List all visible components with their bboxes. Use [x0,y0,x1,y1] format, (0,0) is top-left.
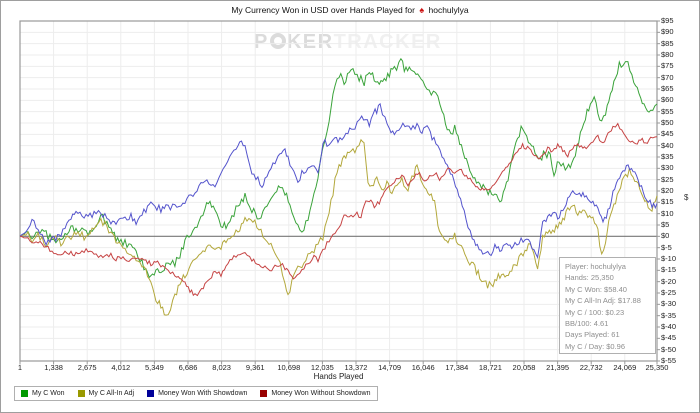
y-tick-label: $-5 [661,242,672,252]
stats-line-won: My C Won: $58.40 [565,284,627,294]
y-tick-label: $10 [661,208,674,218]
series-line-3 [19,122,658,297]
x-tick-label: 20,058 [512,363,536,372]
y-tick-label: $45 [661,129,674,139]
legend-swatch-green [21,390,28,397]
pokertracker-spade-icon: ♠ [419,5,425,15]
watermark-poker-ker: KER [286,31,334,53]
y-tick-label: $-50 [661,344,677,354]
y-tick-label: $75 [661,61,674,71]
chart-title-text: My Currency Won in USD over Hands Played… [231,5,415,15]
player-name: hochulylya [428,5,469,15]
stats-line-allin: My C All-In Adj: $17.88 [565,296,641,306]
x-tick-label: 5,349 [145,363,164,372]
y-tick-label: $-20 [661,276,677,286]
watermark-poker-p: P [254,31,269,53]
y-tick-label: $55 [661,106,674,116]
legend-label: My C All-In Adj [88,390,135,397]
pokertracker-watermark: P KERTRACKER [254,31,442,55]
legend-item-my-c-won: My C Won [21,390,65,397]
series-line-2 [19,102,658,259]
x-tick-label: 10,698 [277,363,301,372]
y-tick-label: $0 [661,231,670,241]
x-tick-label: 25,350 [645,363,669,372]
y-tick-label: $-35 [661,310,677,320]
y-tick-label: $-10 [661,254,677,263]
x-tick-label: 1 [17,363,23,372]
legend-item-without-showdown: Money Won Without Showdown [260,390,371,397]
y-tick-label: $5 [661,220,670,229]
x-tick-label: 1,338 [44,363,63,372]
legend-swatch-olive [77,390,85,397]
y-tick-label: $-45 [661,333,677,343]
stats-line-perday: My C / Day: $0.96 [565,341,626,351]
poker-chip-icon [269,33,286,49]
y-tick-label: $-15 [661,265,677,275]
legend-label: My C Won [32,390,65,397]
y-tick-label: $85 [661,38,674,48]
x-tick-label: 21,395 [546,363,570,372]
y-tick-label: $-40 [661,322,677,331]
legend-item-all-in-adj: My C All-In Adj [77,390,135,397]
x-tick-label: 9,361 [245,363,265,372]
x-tick-label: 8,023 [212,363,231,372]
y-tick-label: $95 [661,16,674,25]
stats-line-per100: My C / 100: $0.23 [565,307,625,317]
x-tick-label: 13,372 [344,363,368,372]
watermark-tracker: TRACKER [333,31,442,53]
stats-line-days: Days Played: 61 [565,330,620,340]
series-line-1 [19,138,658,316]
y-tick-label: $-55 [661,356,677,365]
y-tick-label: $50 [661,118,674,127]
y-tick-label: $60 [661,95,674,105]
x-tick-label: 17,384 [445,363,469,372]
y-tick-label: $25 [661,174,674,184]
legend-label: Money Won With Showdown [158,390,248,397]
y-axis-title: $ [684,193,689,202]
x-tick-label: 16,046 [411,363,435,372]
legend-item-with-showdown: Money Won With Showdown [147,390,247,397]
player-stats-box: Player: hochulylya Hands: 25,350 My C Wo… [559,257,656,354]
stats-line-bb100: BB/100: 4.61 [565,319,609,329]
y-tick-label: $-30 [661,299,677,309]
x-tick-label: 14,709 [378,363,402,372]
x-tick-label: 6,686 [178,363,198,372]
y-tick-label: $20 [661,186,674,195]
y-tick-label: $15 [661,197,674,207]
chart-legend: My C Won My C All-In Adj Money Won With … [14,386,378,401]
y-tick-label: $-25 [661,288,677,297]
y-tick-label: $30 [661,163,674,173]
stats-line-hands: Hands: 25,350 [565,273,614,283]
y-tick-label: $35 [661,152,674,161]
x-tick-label: 2,675 [77,363,97,372]
x-tick-label: 22,732 [579,363,603,372]
x-axis-title: Hands Played [313,372,364,381]
x-tick-label: 4,012 [111,363,131,372]
x-tick-label: 12,035 [310,363,334,372]
x-tick-label: 24,069 [613,363,637,372]
chart-title: My Currency Won in USD over Hands Played… [1,5,699,15]
stats-line-player: Player: hochulylya [565,262,626,271]
x-tick-label: 18,721 [478,363,502,372]
y-tick-label: $80 [661,50,674,59]
legend-label: Money Won Without Showdown [271,390,371,397]
legend-swatch-darkred [260,390,268,397]
y-tick-label: $90 [661,27,674,37]
series-line-0 [19,57,658,279]
legend-swatch-navy [147,390,155,397]
y-tick-label: $65 [661,84,674,93]
y-tick-label: $40 [661,140,674,150]
y-tick-label: $70 [661,72,674,82]
